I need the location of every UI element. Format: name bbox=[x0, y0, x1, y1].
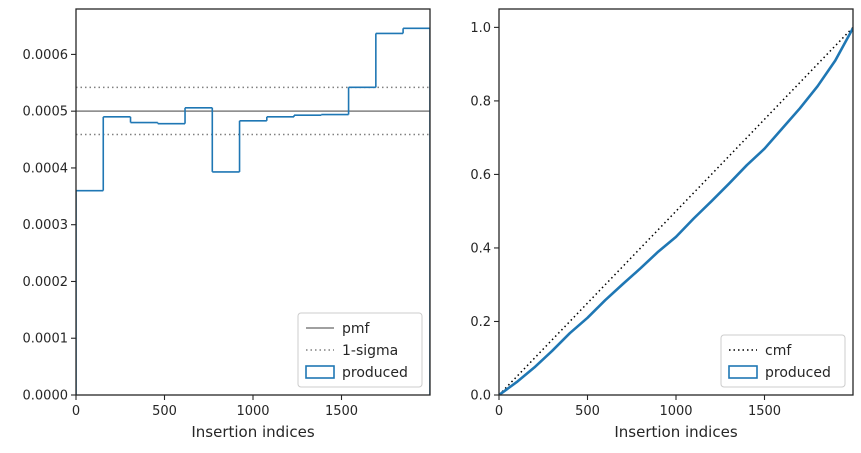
produced-point bbox=[604, 299, 606, 301]
produced-point bbox=[728, 183, 730, 185]
y-tick-label: 0.0005 bbox=[23, 105, 69, 120]
produced-point bbox=[693, 217, 695, 220]
x-tick-label: 0 bbox=[72, 404, 80, 419]
produced-point bbox=[657, 251, 659, 253]
x-tick-label: 1500 bbox=[325, 404, 358, 419]
pmf-panel: 0 500 1000 1500 0.0000 0.0001 0.0002 0.0003 0.00… bbox=[23, 8, 431, 441]
y-tick-label: 1.0 bbox=[470, 21, 491, 36]
y-tick-label: 0.0004 bbox=[23, 161, 69, 176]
produced-point bbox=[675, 236, 677, 238]
produced-point bbox=[569, 332, 571, 334]
produced-point bbox=[799, 107, 801, 109]
y-tick-label: 0.0002 bbox=[23, 275, 69, 290]
legend-label-pmf: pmf bbox=[342, 321, 371, 337]
produced-point bbox=[834, 59, 836, 62]
y-tick-label: 0.0003 bbox=[23, 218, 69, 233]
legend-swatch-produced bbox=[305, 365, 335, 379]
y-tick-label: 0.0000 bbox=[23, 389, 69, 404]
cmf-panel: 0 500 1000 1500 0.0 0.2 0.4 0.6 0.8 1.0 Insertion … bbox=[470, 8, 854, 441]
x-tick-label: 1500 bbox=[748, 404, 781, 419]
produced-point bbox=[533, 366, 536, 369]
legend-swatch-produced bbox=[728, 365, 758, 379]
y-tick-label: 0.4 bbox=[470, 241, 491, 256]
x-axis-label: Insertion indices bbox=[614, 423, 737, 441]
x-tick-label: 1000 bbox=[236, 404, 269, 419]
y-tick-label: 0.2 bbox=[470, 315, 491, 330]
legend-box bbox=[297, 312, 423, 388]
produced-point bbox=[586, 317, 589, 319]
y-tick-label: 0.0006 bbox=[23, 48, 69, 63]
produced-histogram bbox=[76, 27, 430, 395]
produced-point bbox=[763, 148, 766, 150]
legend-label-cmf: cmf bbox=[765, 343, 792, 359]
x-tick-label: 500 bbox=[575, 404, 600, 419]
produced-point bbox=[640, 267, 642, 269]
y-tick-label: 0.0 bbox=[470, 389, 491, 404]
plot-frame bbox=[75, 8, 431, 396]
legend-label-produced: produced bbox=[765, 365, 831, 381]
produced-point bbox=[710, 200, 713, 202]
produced-point bbox=[551, 350, 553, 352]
legend-box bbox=[720, 334, 846, 388]
produced-point bbox=[746, 164, 748, 166]
x-tick-label: 0 bbox=[495, 404, 503, 419]
x-axis-label: Insertion indices bbox=[191, 423, 314, 441]
x-tick-label: 1000 bbox=[659, 404, 692, 419]
y-tick-label: 0.0001 bbox=[23, 332, 69, 347]
x-tick-label: 500 bbox=[152, 404, 177, 419]
produced-point bbox=[781, 127, 783, 130]
legend-label-produced: produced bbox=[342, 365, 408, 381]
plot-frame bbox=[498, 8, 854, 396]
legend-label-1-sigma: 1-sigma bbox=[342, 343, 398, 359]
produced-point bbox=[516, 381, 518, 383]
y-tick-label: 0.8 bbox=[470, 94, 491, 109]
produced-point bbox=[817, 85, 819, 87]
y-tick-label: 0.6 bbox=[470, 168, 491, 183]
produced-point bbox=[622, 283, 624, 285]
